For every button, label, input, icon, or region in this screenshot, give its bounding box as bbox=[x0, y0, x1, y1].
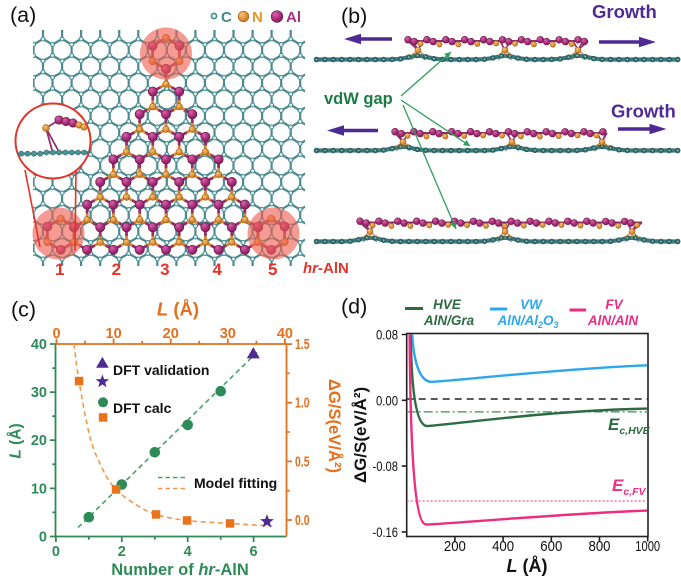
svg-text:Growth: Growth bbox=[592, 1, 657, 22]
svg-text:HVE: HVE bbox=[433, 297, 462, 312]
svg-text:Model fitting: Model fitting bbox=[194, 475, 277, 491]
svg-text:30: 30 bbox=[220, 326, 236, 342]
svg-text:FV: FV bbox=[605, 297, 623, 312]
svg-text:-0.08: -0.08 bbox=[373, 458, 399, 474]
svg-text:Growth: Growth bbox=[611, 101, 676, 122]
svg-text:AlN/AlN: AlN/AlN bbox=[587, 313, 639, 328]
svg-text:400: 400 bbox=[492, 538, 514, 555]
svg-text:2: 2 bbox=[118, 544, 126, 560]
svg-text:40: 40 bbox=[31, 337, 47, 353]
svg-text:AlN/Al2O3: AlN/Al2O3 bbox=[496, 313, 558, 330]
svg-text:L (Å): L (Å) bbox=[157, 299, 199, 320]
svg-text:(a): (a) bbox=[10, 3, 36, 27]
svg-text:(c): (c) bbox=[11, 298, 36, 322]
svg-text:3: 3 bbox=[160, 260, 169, 279]
svg-text:Ec,FV: Ec,FV bbox=[612, 476, 647, 498]
svg-text:ΔG/S(eV/Å²): ΔG/S(eV/Å²) bbox=[351, 387, 370, 483]
svg-text:200: 200 bbox=[444, 538, 466, 555]
svg-text:VW: VW bbox=[520, 297, 543, 312]
svg-text:0.5: 0.5 bbox=[295, 454, 310, 470]
svg-text:4: 4 bbox=[184, 544, 192, 560]
svg-text:hr-AlN: hr-AlN bbox=[303, 260, 349, 277]
svg-text:0.0: 0.0 bbox=[295, 513, 310, 529]
svg-text:Al: Al bbox=[286, 9, 301, 26]
svg-text:Ec,HVE: Ec,HVE bbox=[608, 415, 651, 437]
svg-text:AlN/Gra: AlN/Gra bbox=[423, 313, 475, 328]
svg-text:1.0: 1.0 bbox=[295, 396, 310, 412]
svg-text:4: 4 bbox=[212, 260, 222, 279]
svg-text:1000: 1000 bbox=[635, 538, 660, 555]
svg-text:1: 1 bbox=[55, 260, 64, 279]
svg-text:2: 2 bbox=[112, 260, 121, 279]
svg-text:0: 0 bbox=[39, 530, 47, 546]
svg-text:0.08: 0.08 bbox=[376, 327, 398, 343]
svg-text:20: 20 bbox=[31, 433, 47, 449]
svg-text:30: 30 bbox=[31, 385, 47, 401]
svg-text:(b): (b) bbox=[341, 4, 367, 28]
svg-text:N: N bbox=[252, 9, 263, 26]
svg-text:1.5: 1.5 bbox=[295, 337, 310, 353]
svg-text:600: 600 bbox=[540, 538, 562, 555]
svg-text:vdW gap: vdW gap bbox=[324, 90, 393, 108]
svg-text:40: 40 bbox=[277, 326, 293, 342]
svg-text:ΔG/S(eV/Å²): ΔG/S(eV/Å²) bbox=[325, 379, 344, 473]
svg-text:20: 20 bbox=[163, 326, 179, 342]
svg-text:10: 10 bbox=[106, 326, 122, 342]
svg-text:800: 800 bbox=[589, 538, 611, 555]
svg-text:L (Å): L (Å) bbox=[507, 556, 548, 576]
svg-text:C: C bbox=[221, 9, 232, 26]
svg-text:0: 0 bbox=[52, 326, 60, 342]
svg-text:6: 6 bbox=[250, 544, 258, 560]
svg-text:-0.16: -0.16 bbox=[373, 524, 399, 540]
svg-text:Number of hr-AlN: Number of hr-AlN bbox=[111, 561, 249, 579]
svg-text:5: 5 bbox=[268, 260, 277, 279]
svg-text:(d): (d) bbox=[341, 295, 367, 319]
svg-text:DFT calc: DFT calc bbox=[113, 400, 172, 416]
svg-text:0: 0 bbox=[52, 544, 60, 560]
svg-text:0.00: 0.00 bbox=[376, 392, 398, 408]
svg-text:L (Å): L (Å) bbox=[8, 423, 25, 458]
svg-text:DFT validation: DFT validation bbox=[113, 362, 209, 378]
svg-text:10: 10 bbox=[31, 481, 47, 497]
